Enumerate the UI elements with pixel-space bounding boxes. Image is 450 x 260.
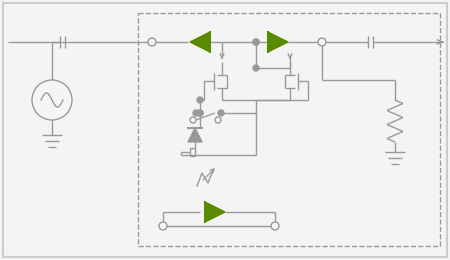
Circle shape — [318, 38, 326, 46]
Circle shape — [197, 97, 203, 103]
Circle shape — [253, 39, 259, 45]
Circle shape — [190, 117, 196, 123]
Circle shape — [253, 65, 259, 71]
Circle shape — [193, 110, 199, 116]
Polygon shape — [190, 32, 210, 52]
Circle shape — [271, 222, 279, 230]
Polygon shape — [188, 128, 202, 142]
Bar — [138, 13, 440, 246]
Circle shape — [159, 222, 167, 230]
Circle shape — [215, 117, 221, 123]
Circle shape — [197, 110, 203, 116]
Circle shape — [218, 110, 224, 116]
Circle shape — [197, 110, 203, 116]
Circle shape — [148, 38, 156, 46]
Circle shape — [253, 39, 259, 45]
Polygon shape — [205, 202, 225, 222]
Polygon shape — [268, 32, 288, 52]
